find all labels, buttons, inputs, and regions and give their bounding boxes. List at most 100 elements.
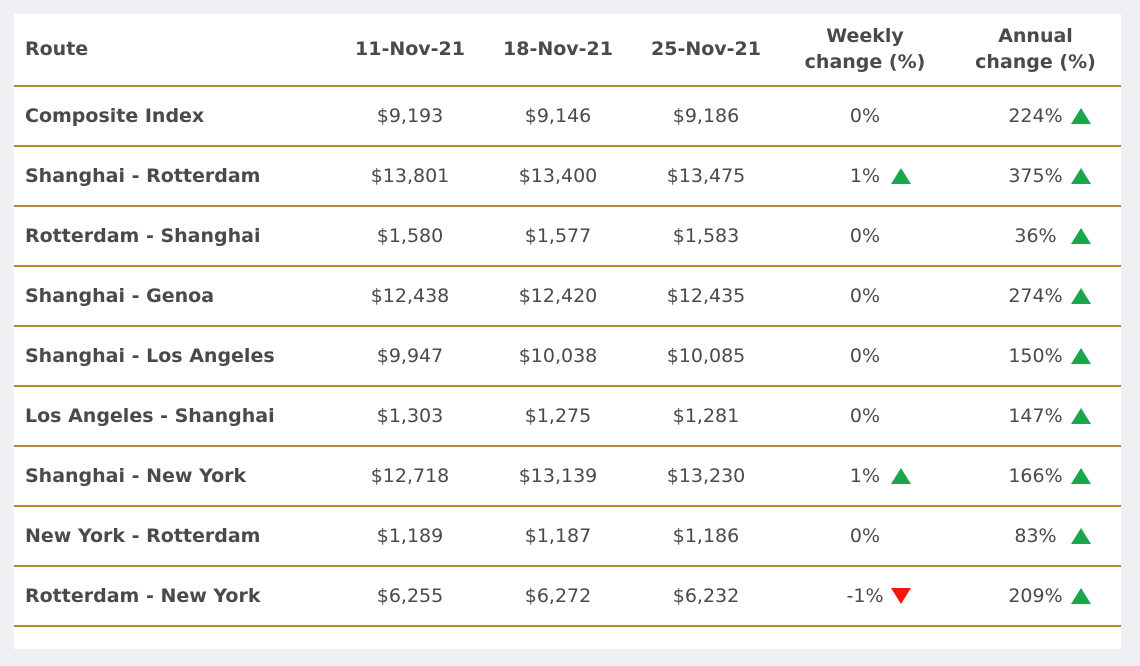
up-triangle-icon <box>1071 528 1091 544</box>
annual-change-value: 209% <box>1008 585 1063 607</box>
weekly-change-value: 0% <box>849 345 881 367</box>
up-triangle-icon <box>891 168 911 184</box>
rates-table-card: Route 11-Nov-21 18-Nov-21 25-Nov-21 Week… <box>14 14 1121 649</box>
weekly-change-cell: 1% <box>780 446 950 507</box>
rate-cell: $1,577 <box>484 206 632 267</box>
annual-change-value: 150% <box>1008 345 1063 367</box>
weekly-change-value: 0% <box>849 525 881 547</box>
route-cell: Composite Index <box>14 86 336 147</box>
route-cell: Shanghai - Rotterdam <box>14 146 336 207</box>
table-row: Shanghai - Genoa $12,438 $12,420 $12,435 0% 2… <box>14 266 1121 327</box>
up-triangle-icon <box>1071 228 1091 244</box>
route-cell: Shanghai - Genoa <box>14 266 336 327</box>
rate-cell: $1,189 <box>336 506 484 567</box>
route-cell: Rotterdam - New York <box>14 566 336 627</box>
rate-cell: $10,038 <box>484 326 632 387</box>
route-cell: Shanghai - New York <box>14 446 336 507</box>
table-row: Shanghai - Rotterdam $13,801 $13,400 $13,47… <box>14 146 1121 207</box>
column-header-date-25-nov: 25-Nov-21 <box>632 14 780 87</box>
weekly-change-cell: 1% <box>780 146 950 207</box>
annual-change-cell: 224% <box>950 86 1121 147</box>
annual-change-value: 224% <box>1008 105 1063 127</box>
annual-change-value: 147% <box>1008 405 1063 427</box>
table-row: Composite Index $9,193 $9,146 $9,186 0% 224% <box>14 86 1121 147</box>
rate-cell: $1,281 <box>632 386 780 447</box>
up-triangle-icon <box>891 468 911 484</box>
table-row: New York - Rotterdam $1,189 $1,187 $1,186 0%… <box>14 506 1121 567</box>
rate-cell: $9,186 <box>632 86 780 147</box>
weekly-change-value: 0% <box>849 285 881 307</box>
up-triangle-icon <box>1071 288 1091 304</box>
weekly-change-value: -1% <box>846 585 884 607</box>
rate-cell: $12,420 <box>484 266 632 327</box>
column-header-date-18-nov: 18-Nov-21 <box>484 14 632 87</box>
rate-cell: $6,255 <box>336 566 484 627</box>
annual-change-cell: 150% <box>950 326 1121 387</box>
rate-cell: $1,303 <box>336 386 484 447</box>
weekly-change-cell: 0% <box>780 506 950 567</box>
annual-change-value: 375% <box>1008 165 1063 187</box>
rate-cell: $13,139 <box>484 446 632 507</box>
up-triangle-icon <box>1071 408 1091 424</box>
annual-change-cell: 147% <box>950 386 1121 447</box>
annual-change-value: 166% <box>1008 465 1063 487</box>
rate-cell: $10,085 <box>632 326 780 387</box>
weekly-change-cell: 0% <box>780 266 950 327</box>
up-triangle-icon <box>1071 108 1091 124</box>
weekly-change-value: 1% <box>849 465 881 487</box>
column-header-annual-change: Annual change (%) <box>950 14 1121 87</box>
route-cell: Rotterdam - Shanghai <box>14 206 336 267</box>
weekly-change-value: 0% <box>849 225 881 247</box>
table-body: Composite Index $9,193 $9,146 $9,186 0% 224% S… <box>14 86 1121 627</box>
route-cell: Los Angeles - Shanghai <box>14 386 336 447</box>
annual-change-cell: 83% <box>950 506 1121 567</box>
rate-cell: $1,275 <box>484 386 632 447</box>
weekly-change-value: 0% <box>849 405 881 427</box>
rate-cell: $9,947 <box>336 326 484 387</box>
freight-rates-table: Route 11-Nov-21 18-Nov-21 25-Nov-21 Week… <box>14 14 1121 627</box>
weekly-change-cell: 0% <box>780 206 950 267</box>
rate-cell: $13,230 <box>632 446 780 507</box>
weekly-change-cell: 0% <box>780 326 950 387</box>
column-header-weekly-change: Weekly change (%) <box>780 14 950 87</box>
table-row: Shanghai - New York $12,718 $13,139 $13,230… <box>14 446 1121 507</box>
header-row: Route 11-Nov-21 18-Nov-21 25-Nov-21 Week… <box>14 14 1121 87</box>
rate-cell: $9,146 <box>484 86 632 147</box>
rate-cell: $9,193 <box>336 86 484 147</box>
weekly-change-cell: 0% <box>780 386 950 447</box>
up-triangle-icon <box>1071 348 1091 364</box>
rate-cell: $1,583 <box>632 206 780 267</box>
annual-change-value: 274% <box>1008 285 1063 307</box>
rate-cell: $6,232 <box>632 566 780 627</box>
rate-cell: $12,718 <box>336 446 484 507</box>
rate-cell: $12,435 <box>632 266 780 327</box>
rate-cell: $12,438 <box>336 266 484 327</box>
table-row: Los Angeles - Shanghai $1,303 $1,275 $1,281… <box>14 386 1121 447</box>
table-row: Shanghai - Los Angeles $9,947 $10,038 $10,0… <box>14 326 1121 387</box>
weekly-change-cell: -1% <box>780 566 950 627</box>
annual-change-value: 36% <box>1014 225 1057 247</box>
rate-cell: $1,186 <box>632 506 780 567</box>
route-cell: Shanghai - Los Angeles <box>14 326 336 387</box>
rate-cell: $6,272 <box>484 566 632 627</box>
weekly-change-value: 0% <box>849 105 881 127</box>
annual-change-cell: 36% <box>950 206 1121 267</box>
annual-change-cell: 274% <box>950 266 1121 327</box>
annual-change-cell: 375% <box>950 146 1121 207</box>
annual-change-cell: 166% <box>950 446 1121 507</box>
rate-cell: $1,187 <box>484 506 632 567</box>
rate-cell: $1,580 <box>336 206 484 267</box>
column-header-route: Route <box>14 14 336 87</box>
annual-change-value: 83% <box>1014 525 1057 547</box>
up-triangle-icon <box>1071 168 1091 184</box>
weekly-change-value: 1% <box>849 165 881 187</box>
annual-change-cell: 209% <box>950 566 1121 627</box>
column-header-date-11-nov: 11-Nov-21 <box>336 14 484 87</box>
down-triangle-icon <box>891 588 911 604</box>
rate-cell: $13,801 <box>336 146 484 207</box>
table-row: Rotterdam - New York $6,255 $6,272 $6,232 -1… <box>14 566 1121 627</box>
table-row: Rotterdam - Shanghai $1,580 $1,577 $1,583 0%… <box>14 206 1121 267</box>
up-triangle-icon <box>1071 588 1091 604</box>
route-cell: New York - Rotterdam <box>14 506 336 567</box>
rate-cell: $13,400 <box>484 146 632 207</box>
